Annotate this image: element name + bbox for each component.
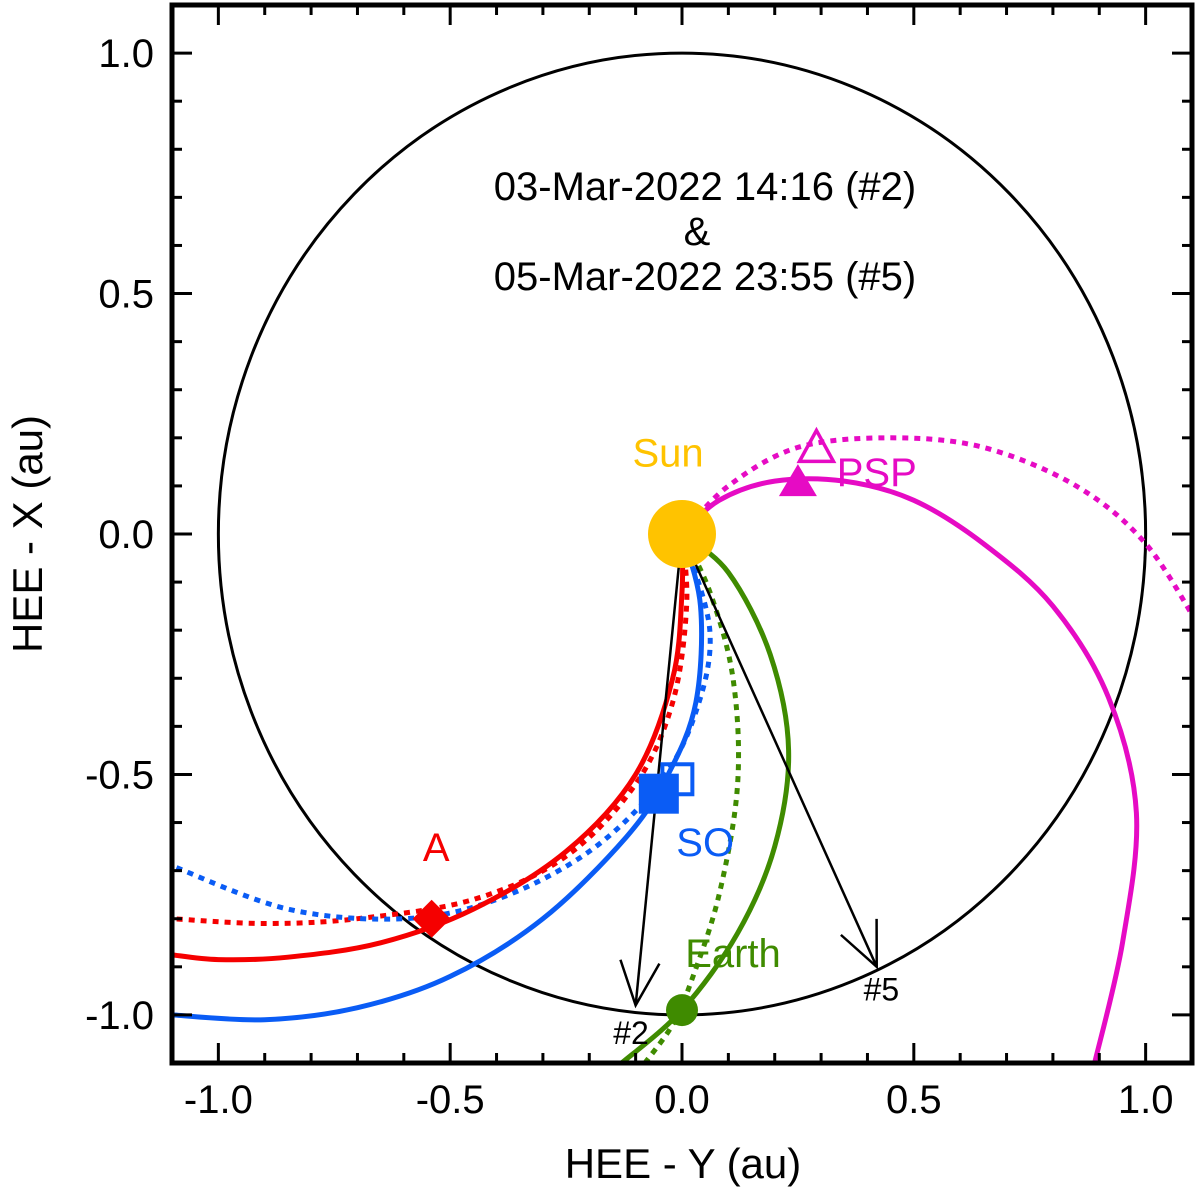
marker-psp-5 xyxy=(796,426,837,464)
label-so: SO xyxy=(676,821,734,865)
chart-title: 03-Mar-2022 14:16 (#2) & 05-Mar-2022 23:… xyxy=(494,165,916,299)
spiral-psp-spiral-2 xyxy=(679,476,1140,1063)
spiral-stereo-a-spiral-5 xyxy=(172,533,690,927)
spiral-so-spiral-2 xyxy=(172,531,705,1023)
plot-area xyxy=(172,51,1192,1063)
y-tick-label: 0.5 xyxy=(98,273,154,317)
y-axis-title: HEE - X (au) xyxy=(4,415,51,653)
cme-arrow-head xyxy=(619,959,661,1009)
cme-label-2: #2 xyxy=(613,1015,649,1051)
y-tick-label: 0.0 xyxy=(98,513,154,557)
y-tick-label: -0.5 xyxy=(85,753,154,797)
x-tick-label: 1.0 xyxy=(1118,1078,1174,1122)
label-earth: Earth xyxy=(685,932,781,976)
spiral-psp-spiral-5 xyxy=(680,435,1192,620)
plot-labels: #2 #5 Sun Earth SO A PSP xyxy=(423,432,917,1051)
marker-psp xyxy=(778,464,817,497)
label-psp: PSP xyxy=(837,451,917,495)
cme-arrow-5 xyxy=(680,533,878,970)
marker-earth xyxy=(666,994,698,1027)
x-tick-label: 0.0 xyxy=(654,1078,710,1122)
marker-sun-sun xyxy=(648,500,716,568)
title-line-1: 03-Mar-2022 14:16 (#2) xyxy=(494,165,916,209)
marker-so xyxy=(638,773,679,814)
axes-frame: -1.0 -0.5 0.0 0.5 1.0 -1.0 -0.5 0.0 0.5 1.0 xyxy=(85,2,1195,1122)
x-tick-label: 0.5 xyxy=(886,1078,942,1122)
y-tick-label: 1.0 xyxy=(98,32,154,76)
marker-stereo-a xyxy=(412,899,451,938)
cme-arrow-head xyxy=(840,918,878,970)
spiral-stereo-a-spiral-2 xyxy=(172,531,686,963)
spiral-so-spiral-5 xyxy=(172,533,713,922)
x-tick-label: -0.5 xyxy=(416,1078,485,1122)
cme-arrow-shaft xyxy=(680,533,878,968)
cme-label-5: #5 xyxy=(864,971,900,1007)
y-tick-label: -1.0 xyxy=(85,994,154,1038)
x-axis-title: HEE - Y (au) xyxy=(565,1140,802,1187)
title-line-2: & xyxy=(684,210,711,254)
label-stereo-a: A xyxy=(423,826,450,870)
title-line-3: 05-Mar-2022 23:55 (#5) xyxy=(494,255,916,299)
label-sun: Sun xyxy=(633,432,704,476)
cme-arrow-2 xyxy=(619,533,684,1009)
cme-arrow-shaft xyxy=(634,533,684,1006)
x-tick-label: -1.0 xyxy=(184,1078,253,1122)
